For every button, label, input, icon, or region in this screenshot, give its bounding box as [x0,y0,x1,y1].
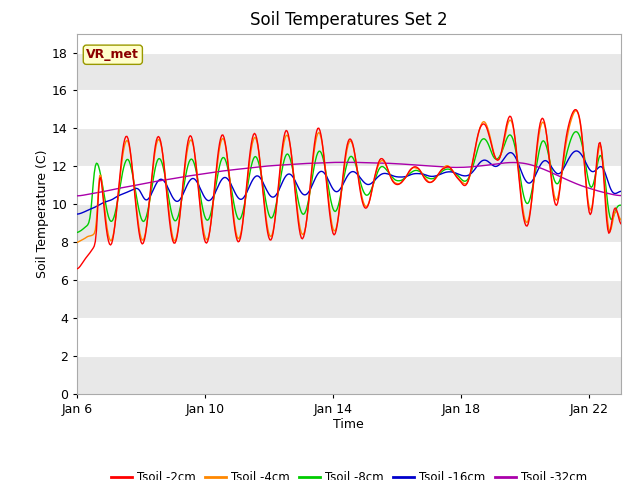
Bar [77,280,621,318]
Title: Soil Temperatures Set 2: Soil Temperatures Set 2 [250,11,447,29]
Bar [77,128,621,166]
X-axis label: Time: Time [333,419,364,432]
Text: VR_met: VR_met [86,48,140,61]
Legend: Tsoil -2cm, Tsoil -4cm, Tsoil -8cm, Tsoil -16cm, Tsoil -32cm: Tsoil -2cm, Tsoil -4cm, Tsoil -8cm, Tsoi… [106,466,591,480]
Bar [77,52,621,90]
Bar [77,204,621,242]
Bar [77,356,621,394]
Y-axis label: Soil Temperature (C): Soil Temperature (C) [36,149,49,278]
